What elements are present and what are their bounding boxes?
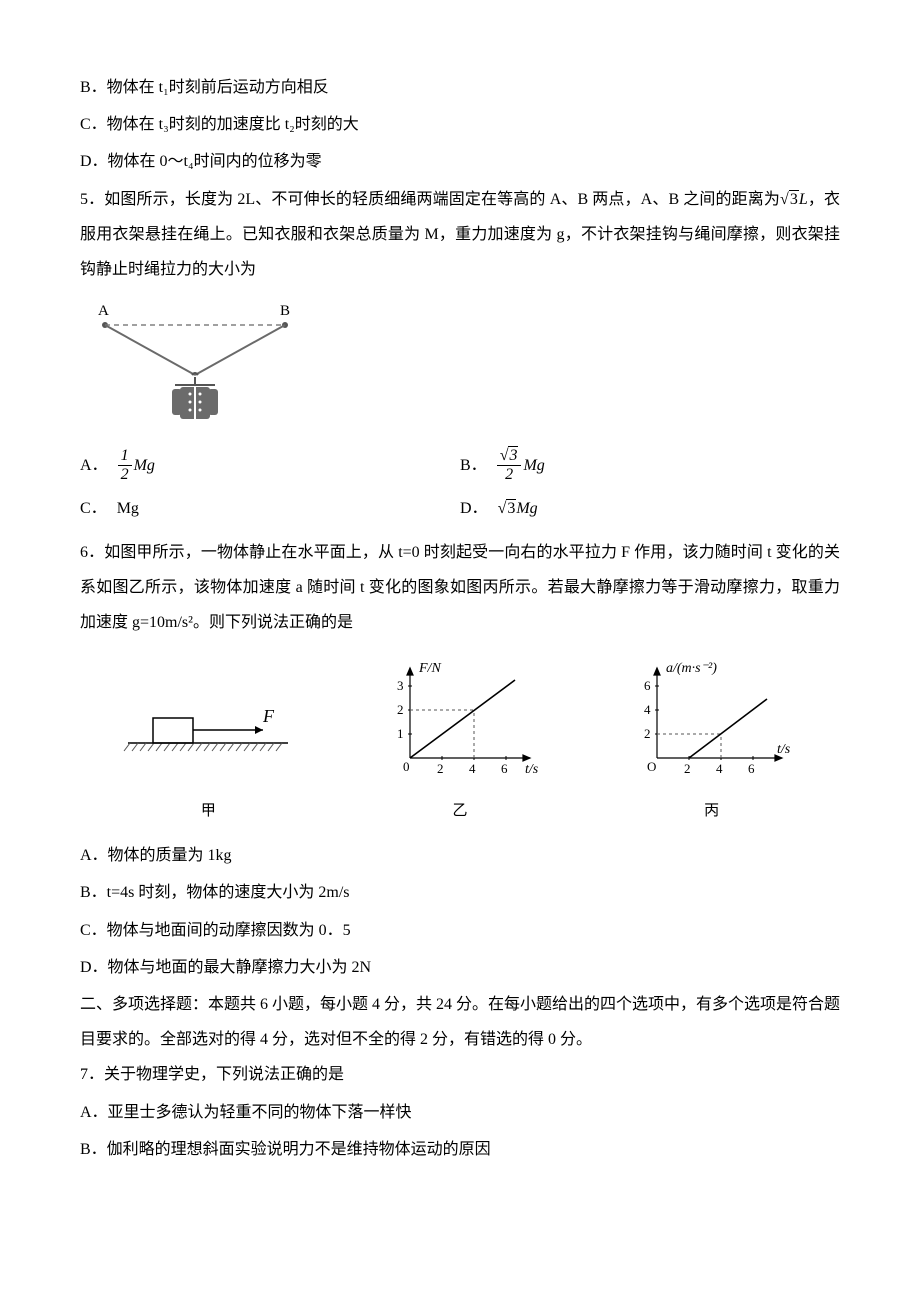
q6-option-b: B．t=4s 时刻，物体的速度大小为 2m/s bbox=[80, 875, 840, 910]
sqrt-3-d: 3 bbox=[498, 491, 517, 526]
q5-option-d: D． 3Mg bbox=[460, 491, 840, 526]
q6-option-d: D．物体与地面的最大静摩擦力大小为 2N bbox=[80, 950, 840, 985]
q5-stem: 5．如图所示，长度为 2L、不可伸长的轻质细绳两端固定在等高的 A、B 两点，A… bbox=[80, 182, 840, 288]
q6-figures: F 甲 F/N t/s 0 1 2 3 2 4 6 bbox=[80, 658, 840, 828]
sqrt-3L: 3 bbox=[780, 182, 799, 217]
bing-origin: O bbox=[647, 759, 656, 774]
q6-option-a: A．物体的质量为 1kg bbox=[80, 838, 840, 873]
q5-figure: A B bbox=[80, 297, 840, 427]
svg-text:4: 4 bbox=[716, 761, 723, 776]
rope-left bbox=[105, 325, 195, 375]
svg-text:1: 1 bbox=[397, 726, 404, 741]
svg-text:3: 3 bbox=[397, 678, 404, 693]
force-arrow-head bbox=[255, 726, 263, 734]
bing-xlabel: t/s bbox=[777, 742, 791, 757]
caption-bing: 丙 bbox=[622, 795, 802, 828]
q4-option-d: D．物体在 0～t₄时间内的位移为零 bbox=[80, 144, 840, 179]
label-A: A bbox=[98, 303, 109, 319]
fig-bing-wrap: a/(m·s⁻²) t/s O 2 4 6 2 4 6 丙 bbox=[622, 658, 802, 828]
yi-origin: 0 bbox=[403, 759, 410, 774]
q4-option-c: C．物体在 t₃时刻的加速度比 t₂时刻的大 bbox=[80, 107, 840, 142]
yi-xticks: 2 4 6 bbox=[437, 756, 508, 776]
q5-options-row2: C． Mg D． 3Mg bbox=[80, 491, 840, 526]
hatching bbox=[124, 743, 282, 751]
q7-option-a: A．亚里士多德认为轻重不同的物体下落一样快 bbox=[80, 1095, 840, 1130]
svg-text:6: 6 bbox=[748, 761, 755, 776]
mg-text-b: Mg bbox=[523, 448, 544, 483]
yi-ylabel: F/N bbox=[418, 661, 441, 676]
fig-jia-wrap: F 甲 bbox=[118, 688, 298, 828]
q6-option-c: C．物体与地面间的动摩擦因数为 0．5 bbox=[80, 913, 840, 948]
caption-jia: 甲 bbox=[118, 795, 298, 828]
q5-stem-after: ，衣 bbox=[808, 191, 840, 208]
rope-right bbox=[195, 325, 285, 375]
q6-stem: 6．如图甲所示，一物体静止在水平面上，从 t=0 时刻起受一向右的水平拉力 F … bbox=[80, 535, 840, 641]
jacket-icon bbox=[172, 387, 218, 419]
svg-text:6: 6 bbox=[501, 761, 508, 776]
yi-line bbox=[410, 680, 515, 758]
mg-text-d: Mg bbox=[516, 491, 537, 526]
svg-text:2: 2 bbox=[437, 761, 444, 776]
bing-xticks: 2 4 6 bbox=[684, 756, 755, 776]
bing-ylabel: a/(m·s⁻²) bbox=[666, 661, 717, 676]
q5-option-b: B． 32Mg bbox=[460, 447, 840, 483]
q7-stem: 7．关于物理学史，下列说法正确的是 bbox=[80, 1057, 840, 1092]
q5-options-row1: A． 12Mg B． 32Mg bbox=[80, 447, 840, 483]
frac-sqrt3-2: 32 bbox=[497, 447, 522, 483]
q5-c-text: Mg bbox=[117, 491, 139, 526]
caption-yi: 乙 bbox=[375, 795, 545, 828]
q5-c-label: C． bbox=[80, 491, 107, 526]
q5-L: L bbox=[799, 191, 808, 208]
q5-d-label: D． bbox=[460, 491, 488, 526]
svg-text:2: 2 bbox=[644, 726, 651, 741]
mg-text-a: Mg bbox=[134, 448, 155, 483]
q7-option-b: B．伽利略的理想斜面实验说明力不是维持物体运动的原因 bbox=[80, 1132, 840, 1167]
q4-option-b: B．物体在 t₁时刻前后运动方向相反 bbox=[80, 70, 840, 105]
yi-xlabel: t/s bbox=[525, 762, 539, 777]
fig-yi-svg: F/N t/s 0 1 2 3 2 4 6 bbox=[375, 658, 545, 778]
F-label: F bbox=[262, 706, 275, 726]
block bbox=[153, 718, 193, 743]
label-B: B bbox=[280, 303, 290, 319]
svg-text:4: 4 bbox=[469, 761, 476, 776]
fig-jia-svg: F bbox=[118, 688, 298, 778]
bing-line bbox=[689, 699, 767, 758]
fig-bing-svg: a/(m·s⁻²) t/s O 2 4 6 2 4 6 bbox=[622, 658, 802, 778]
q5-b-label: B． bbox=[460, 448, 487, 483]
svg-text:2: 2 bbox=[684, 761, 691, 776]
svg-text:6: 6 bbox=[644, 678, 651, 693]
q5-stem-part2: 服用衣架悬挂在绳上。已知衣服和衣架总质量为 M，重力加速度为 g，不计衣架挂钩与… bbox=[80, 226, 840, 278]
axes-bing bbox=[654, 668, 782, 761]
fig-yi-wrap: F/N t/s 0 1 2 3 2 4 6 乙 bbox=[375, 658, 545, 828]
frac-half: 12 bbox=[118, 447, 132, 483]
section2-header: 二、多项选择题：本题共 6 小题，每小题 4 分，共 24 分。在每小题给出的四… bbox=[80, 987, 840, 1057]
q5-stem-part1: 5．如图所示，长度为 2L、不可伸长的轻质细绳两端固定在等高的 A、B 两点，A… bbox=[80, 191, 780, 208]
svg-text:2: 2 bbox=[397, 702, 404, 717]
q5-option-c: C． Mg bbox=[80, 491, 460, 526]
q5-option-a: A． 12Mg bbox=[80, 447, 460, 483]
q5-a-label: A． bbox=[80, 448, 108, 483]
svg-text:4: 4 bbox=[644, 702, 651, 717]
